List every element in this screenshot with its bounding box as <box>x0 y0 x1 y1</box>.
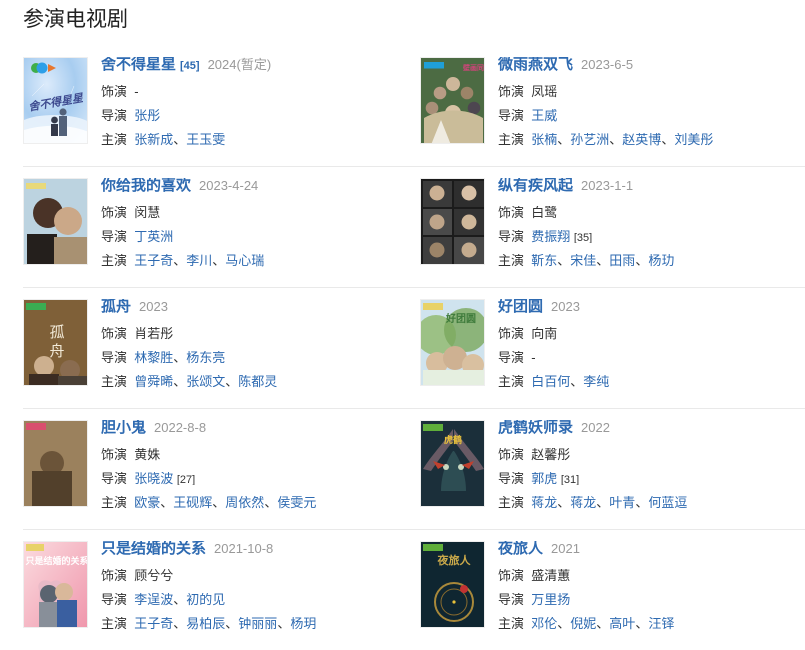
svg-text:虎鹤: 虎鹤 <box>444 434 462 445</box>
svg-text:好团圆: 好团圆 <box>445 312 476 325</box>
svg-text:孤: 孤 <box>49 324 64 341</box>
svg-text:只是结婚的关系: 只是结婚的关系 <box>25 555 88 566</box>
svg-text:夜旅人: 夜旅人 <box>437 553 472 567</box>
svg-text:舟: 舟 <box>49 343 64 360</box>
svg-text:壁画同款: 壁画同款 <box>463 63 485 72</box>
